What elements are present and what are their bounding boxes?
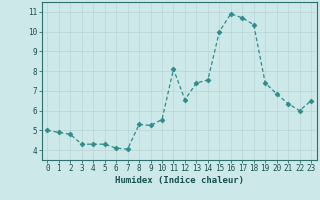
X-axis label: Humidex (Indice chaleur): Humidex (Indice chaleur) — [115, 176, 244, 185]
